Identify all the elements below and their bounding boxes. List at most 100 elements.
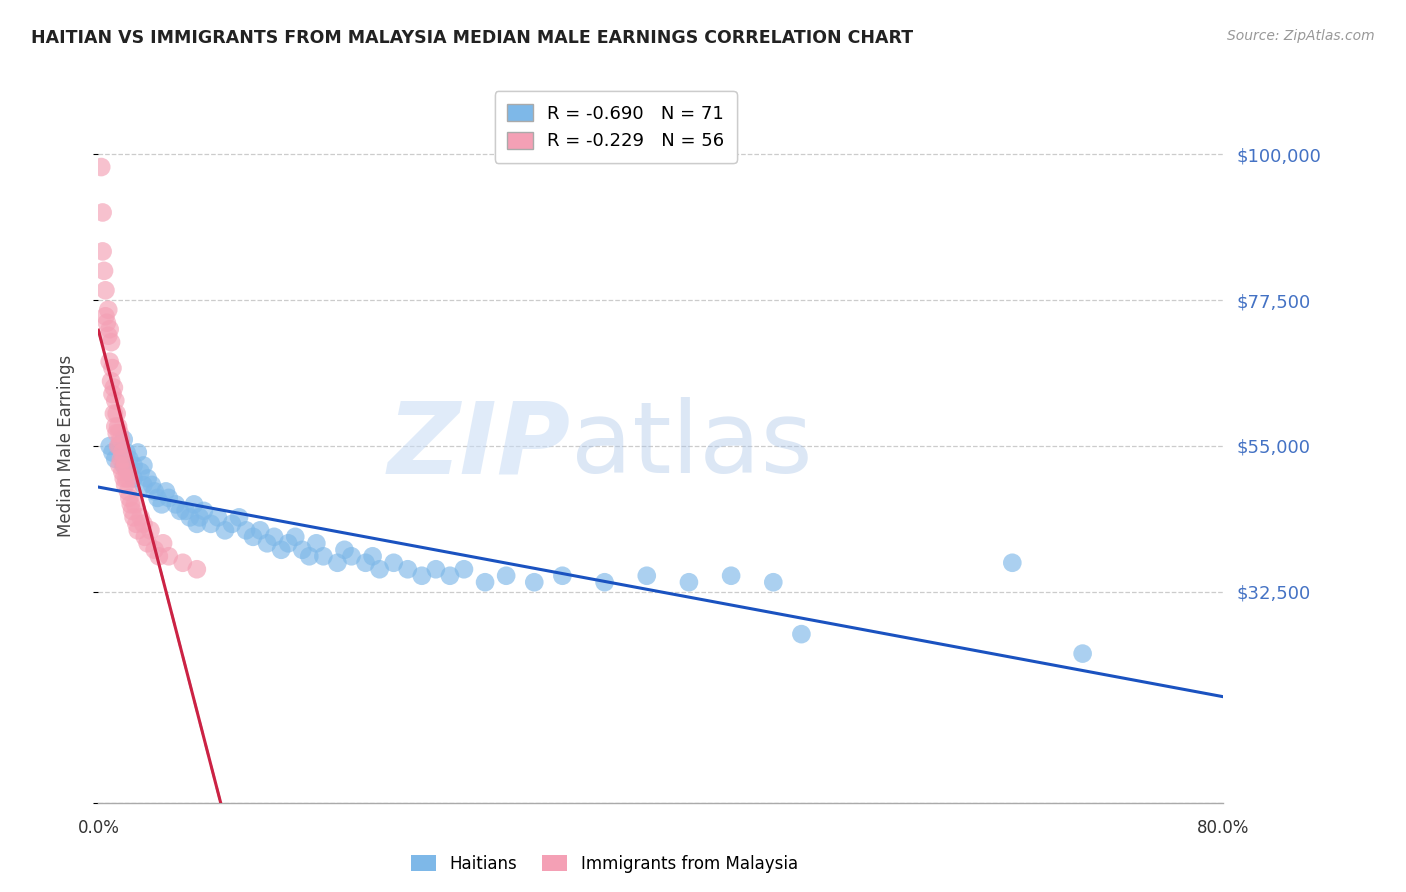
Point — [98, 322, 121, 336]
Point — [121, 504, 143, 518]
Point — [98, 354, 121, 368]
Point — [112, 458, 135, 473]
Point — [108, 439, 131, 453]
Point — [333, 542, 356, 557]
Point — [790, 627, 813, 641]
Text: atlas: atlas — [571, 398, 813, 494]
Point — [103, 381, 125, 395]
Point — [453, 562, 475, 576]
Point — [762, 575, 785, 590]
Point — [150, 497, 173, 511]
Point — [720, 568, 742, 582]
Point — [249, 524, 271, 538]
Point — [284, 530, 307, 544]
Point — [277, 536, 299, 550]
Point — [636, 568, 658, 582]
Point — [104, 452, 127, 467]
Point — [291, 542, 314, 557]
Point — [221, 516, 243, 531]
Point — [235, 524, 257, 538]
Point — [94, 283, 117, 297]
Point — [382, 556, 405, 570]
Point — [115, 445, 138, 459]
Point — [94, 310, 117, 324]
Point — [183, 497, 205, 511]
Point — [396, 562, 419, 576]
Point — [117, 484, 139, 499]
Point — [134, 530, 156, 544]
Point — [157, 549, 180, 564]
Point — [152, 536, 174, 550]
Point — [96, 316, 118, 330]
Point — [186, 562, 208, 576]
Point — [155, 484, 177, 499]
Point — [186, 516, 208, 531]
Point — [105, 425, 128, 440]
Point — [90, 160, 112, 174]
Point — [105, 407, 128, 421]
Point — [136, 471, 159, 485]
Point — [172, 556, 194, 570]
Point — [115, 471, 138, 485]
Point — [100, 374, 122, 388]
Point — [228, 510, 250, 524]
Point — [117, 465, 139, 479]
Point — [143, 542, 166, 557]
Point — [118, 465, 141, 479]
Point — [101, 445, 124, 459]
Point — [91, 244, 114, 259]
Point — [114, 458, 136, 473]
Point — [361, 549, 384, 564]
Point — [139, 524, 162, 538]
Point — [108, 439, 131, 453]
Point — [214, 524, 236, 538]
Point — [439, 568, 461, 582]
Point — [305, 536, 328, 550]
Point — [129, 510, 152, 524]
Point — [368, 562, 391, 576]
Point — [207, 510, 229, 524]
Point — [112, 433, 135, 447]
Point — [111, 465, 134, 479]
Point — [593, 575, 616, 590]
Point — [132, 458, 155, 473]
Legend: R = -0.690   N = 71, R = -0.229   N = 56: R = -0.690 N = 71, R = -0.229 N = 56 — [495, 91, 737, 163]
Point — [125, 516, 148, 531]
Point — [127, 445, 149, 459]
Point — [1071, 647, 1094, 661]
Point — [157, 491, 180, 505]
Point — [551, 568, 574, 582]
Point — [354, 556, 377, 570]
Point — [474, 575, 496, 590]
Point — [110, 433, 132, 447]
Point — [129, 465, 152, 479]
Point — [97, 302, 120, 317]
Point — [108, 425, 131, 440]
Point — [127, 524, 149, 538]
Point — [141, 478, 163, 492]
Point — [188, 510, 211, 524]
Point — [1001, 556, 1024, 570]
Point — [98, 439, 121, 453]
Point — [100, 335, 122, 350]
Point — [340, 549, 363, 564]
Point — [326, 556, 349, 570]
Point — [118, 452, 141, 467]
Point — [108, 458, 131, 473]
Point — [107, 419, 129, 434]
Legend: Haitians, Immigrants from Malaysia: Haitians, Immigrants from Malaysia — [405, 848, 804, 880]
Text: Source: ZipAtlas.com: Source: ZipAtlas.com — [1227, 29, 1375, 43]
Point — [174, 504, 197, 518]
Point — [270, 542, 292, 557]
Text: HAITIAN VS IMMIGRANTS FROM MALAYSIA MEDIAN MALE EARNINGS CORRELATION CHART: HAITIAN VS IMMIGRANTS FROM MALAYSIA MEDI… — [31, 29, 912, 46]
Point — [120, 497, 142, 511]
Point — [118, 471, 141, 485]
Point — [122, 471, 145, 485]
Point — [101, 387, 124, 401]
Point — [132, 516, 155, 531]
Point — [193, 504, 215, 518]
Point — [411, 568, 433, 582]
Point — [122, 458, 145, 473]
Point — [132, 478, 155, 492]
Point — [122, 510, 145, 524]
